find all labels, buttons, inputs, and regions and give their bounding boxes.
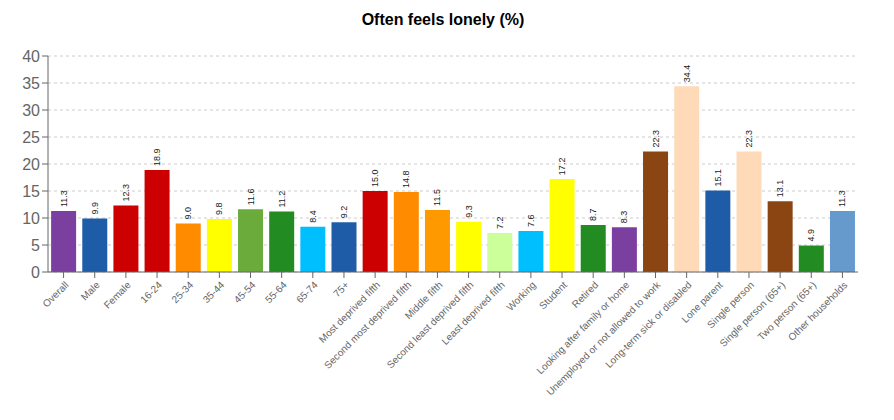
svg-text:11.6: 11.6: [246, 189, 256, 206]
svg-text:Other households: Other households: [786, 279, 850, 343]
svg-text:Second most deprived fifth: Second most deprived fifth: [321, 279, 414, 371]
svg-text:30: 30: [22, 102, 40, 119]
svg-text:Working: Working: [504, 279, 538, 313]
svg-text:9.0: 9.0: [183, 207, 193, 220]
svg-text:Student: Student: [537, 279, 569, 311]
svg-text:34.4: 34.4: [682, 65, 692, 83]
svg-text:15.1: 15.1: [713, 169, 723, 187]
svg-text:Single person (65+): Single person (65+): [717, 279, 788, 349]
svg-text:9.3: 9.3: [464, 205, 474, 218]
html-text:Often feels lonely (%): Often feels lonely (%): [361, 11, 525, 28]
svg-text:5: 5: [31, 237, 40, 254]
svg-text:20: 20: [22, 156, 40, 173]
svg-text:18.9: 18.9: [152, 148, 162, 166]
svg-text:15.0: 15.0: [370, 169, 380, 187]
svg-text:8.4: 8.4: [308, 210, 318, 223]
svg-text:12.3: 12.3: [121, 184, 131, 202]
svg-text:14.8: 14.8: [401, 171, 411, 189]
svg-text:9.2: 9.2: [339, 206, 349, 219]
svg-text:25: 25: [22, 129, 40, 146]
svg-text:8.3: 8.3: [619, 211, 629, 224]
svg-text:45-54: 45-54: [232, 279, 258, 305]
svg-text:22.3: 22.3: [744, 130, 754, 148]
svg-text:9.9: 9.9: [90, 202, 100, 215]
svg-text:Retired: Retired: [570, 279, 601, 310]
svg-text:Long-term sick or disabled: Long-term sick or disabled: [603, 279, 694, 370]
svg-text:Single person: Single person: [705, 279, 756, 331]
svg-text:4.9: 4.9: [806, 229, 816, 242]
svg-text:Lone parent: Lone parent: [679, 279, 725, 325]
svg-text:40: 40: [22, 48, 40, 65]
svg-text:8.7: 8.7: [588, 209, 598, 222]
svg-text:15: 15: [22, 183, 40, 200]
svg-text:9.8: 9.8: [214, 203, 224, 216]
svg-text:Female: Female: [102, 279, 134, 311]
svg-text:16-24: 16-24: [138, 279, 164, 305]
svg-text:7.6: 7.6: [526, 214, 536, 227]
svg-text:11.3: 11.3: [59, 190, 69, 207]
svg-text:11.2: 11.2: [277, 191, 287, 208]
svg-text:10: 10: [22, 210, 40, 227]
svg-text:17.2: 17.2: [557, 158, 567, 176]
svg-text:Overall: Overall: [40, 279, 70, 309]
svg-text:13.1: 13.1: [775, 180, 785, 198]
svg-text:Male: Male: [79, 279, 102, 302]
svg-text:22.3: 22.3: [651, 130, 661, 148]
svg-text:7.2: 7.2: [495, 217, 505, 230]
svg-text:Unemployed or not allowed to w: Unemployed or not allowed to work: [544, 279, 663, 398]
svg-text:25-34: 25-34: [169, 279, 195, 305]
svg-text:55-64: 55-64: [263, 279, 289, 305]
svg-text:0: 0: [31, 264, 40, 281]
svg-text:11.3: 11.3: [837, 190, 847, 207]
svg-text:Looking after family or home: Looking after family or home: [534, 279, 632, 377]
svg-text:Least deprived fifth: Least deprived fifth: [439, 279, 507, 347]
svg-text:65-74: 65-74: [294, 279, 320, 305]
svg-text:35: 35: [22, 75, 40, 92]
svg-text:Most deprived fifth: Most deprived fifth: [316, 279, 383, 345]
svg-text:Second least deprived fifth: Second least deprived fifth: [384, 279, 476, 371]
svg-text:Two person (65+): Two person (65+): [755, 279, 819, 343]
svg-text:11.5: 11.5: [432, 189, 442, 206]
svg-text:75+: 75+: [331, 279, 351, 299]
svg-text:Middle fifth: Middle fifth: [402, 279, 445, 322]
svg-text:35-44: 35-44: [201, 279, 227, 305]
